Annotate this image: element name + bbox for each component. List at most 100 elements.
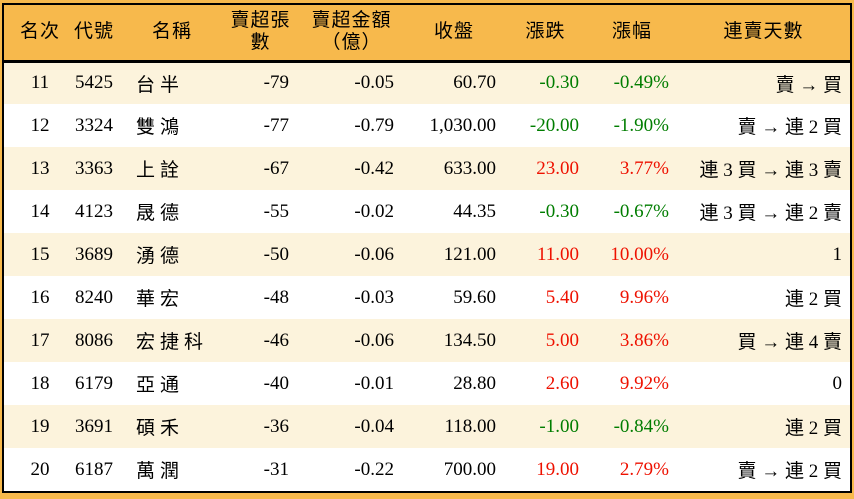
sell-volume-cell: -67 — [263, 157, 289, 179]
sell-volume-cell: -31 — [263, 458, 289, 480]
change-pct-cell: 3.86% — [619, 329, 669, 351]
name-cell: 湧德 — [136, 246, 185, 267]
code-cell: 6187 — [75, 458, 113, 480]
change-cell: 5.00 — [545, 329, 579, 351]
streak-cell: 賣 → 連 2 買 — [737, 117, 842, 138]
rank-cell: 13 — [30, 157, 50, 179]
rank-cell: 11 — [30, 72, 50, 94]
sell-volume-cell: -79 — [263, 72, 289, 94]
sell-volume-cell: -36 — [263, 415, 289, 437]
table-row: 16 8240 華宏 -48 -0.03 59.60 5.40 9.96% 連 … — [4, 276, 850, 319]
change-pct-cell: 10.00% — [610, 243, 669, 265]
sell-volume-cell: -48 — [263, 286, 289, 308]
streak-cell: 連 2 買 — [784, 289, 842, 310]
sell-amount-cell: -0.06 — [354, 329, 394, 351]
table-row: 14 4123 晟德 -55 -0.02 44.35 -0.30 -0.67% … — [4, 190, 850, 233]
change-pct-cell: -0.49% — [613, 72, 669, 94]
table-row: 13 3363 上詮 -67 -0.42 633.00 23.00 3.77% … — [4, 147, 850, 190]
table-row: 19 3691 碩禾 -36 -0.04 118.00 -1.00 -0.84%… — [4, 405, 850, 448]
sell-volume-cell: -40 — [263, 372, 289, 394]
rank-cell: 16 — [30, 286, 50, 308]
rank-cell: 20 — [30, 458, 50, 480]
code-cell: 8086 — [75, 329, 113, 351]
streak-cell: 連 2 買 — [784, 418, 842, 439]
rank-cell: 12 — [30, 114, 50, 136]
change-cell: 19.00 — [536, 458, 579, 480]
table-body: 11 5425 台半 -79 -0.05 60.70 -0.30 -0.49% … — [4, 61, 850, 491]
name-cell: 宏捷科 — [136, 332, 209, 353]
streak-cell: 1 — [832, 243, 843, 265]
col-header-streak: 連賣天數 — [677, 5, 850, 63]
change-pct-cell: 9.92% — [619, 372, 669, 394]
close-cell: 60.70 — [453, 72, 496, 94]
sell-amount-cell: -0.02 — [354, 200, 394, 222]
streak-cell: 賣 → 連 2 買 — [737, 461, 842, 482]
rank-cell: 19 — [30, 415, 50, 437]
streak-cell: 賣 → 買 — [775, 74, 842, 96]
close-cell: 700.00 — [443, 458, 496, 480]
table-row: 11 5425 台半 -79 -0.05 60.70 -0.30 -0.49% … — [4, 61, 850, 104]
sell-amount-cell: -0.06 — [354, 243, 394, 265]
sell-amount-cell: -0.79 — [354, 114, 394, 136]
sell-volume-cell: -77 — [263, 114, 289, 136]
name-cell: 上詮 — [136, 160, 185, 181]
col-header-sell-amount-line2: （億） — [321, 32, 382, 54]
sell-amount-cell: -0.42 — [354, 157, 394, 179]
change-pct-cell: 3.77% — [619, 157, 669, 179]
col-header-sell-volume: 賣超張數 — [222, 5, 299, 63]
rank-cell: 17 — [30, 329, 50, 351]
table-row: 12 3324 雙鴻 -77 -0.79 1,030.00 -20.00 -1.… — [4, 104, 850, 147]
data-table: 名次 代號 名稱 賣超張數 賣超金額 （億） 收盤 漲跌 漲幅 連賣天數 11 5… — [4, 5, 850, 491]
table-row: 18 6179 亞通 -40 -0.01 28.80 2.60 9.92% 0 — [4, 362, 850, 405]
col-header-change: 漲跌 — [504, 5, 587, 63]
sell-amount-cell: -0.22 — [354, 458, 394, 480]
code-cell: 3689 — [75, 243, 113, 265]
close-cell: 1,030.00 — [429, 114, 497, 136]
sell-amount-cell: -0.01 — [354, 372, 394, 394]
change-cell: 2.60 — [545, 372, 579, 394]
close-cell: 118.00 — [444, 415, 496, 437]
streak-cell: 連 3 買 → 連 3 賣 — [699, 160, 842, 181]
col-header-code: 代號 — [66, 5, 122, 63]
change-pct-cell: 2.79% — [619, 458, 669, 480]
code-cell: 3363 — [75, 157, 113, 179]
code-cell: 6179 — [75, 372, 113, 394]
sell-amount-cell: -0.04 — [354, 415, 394, 437]
change-cell: 5.40 — [545, 286, 579, 308]
streak-cell: 連 3 買 → 連 2 賣 — [699, 203, 842, 224]
name-cell: 碩禾 — [136, 418, 185, 439]
streak-cell: 0 — [832, 372, 843, 394]
rank-cell: 18 — [30, 372, 50, 394]
close-cell: 28.80 — [453, 372, 496, 394]
sell-amount-cell: -0.03 — [354, 286, 394, 308]
table-header: 名次 代號 名稱 賣超張數 賣超金額 （億） 收盤 漲跌 漲幅 連賣天數 — [4, 5, 850, 63]
name-cell: 晟德 — [136, 203, 185, 224]
close-cell: 59.60 — [453, 286, 496, 308]
streak-cell: 買 → 連 4 賣 — [737, 332, 842, 353]
change-pct-cell: 9.96% — [619, 286, 669, 308]
header-row: 名次 代號 名稱 賣超張數 賣超金額 （億） 收盤 漲跌 漲幅 連賣天數 — [4, 5, 850, 63]
name-cell: 亞通 — [136, 375, 185, 396]
sell-volume-cell: -46 — [263, 329, 289, 351]
col-header-change-pct: 漲幅 — [587, 5, 677, 63]
close-cell: 44.35 — [453, 200, 496, 222]
change-cell: 23.00 — [536, 157, 579, 179]
close-cell: 633.00 — [443, 157, 496, 179]
code-cell: 8240 — [75, 286, 113, 308]
col-header-close: 收盤 — [404, 5, 504, 63]
name-cell: 台半 — [136, 74, 185, 96]
code-cell: 3324 — [75, 114, 113, 136]
sell-amount-cell: -0.05 — [354, 72, 394, 94]
col-header-sell-amount-line1: 賣超金額 — [311, 10, 392, 32]
col-header-name: 名稱 — [122, 5, 222, 63]
name-cell: 雙鴻 — [136, 117, 185, 138]
code-cell: 4123 — [75, 200, 113, 222]
name-cell: 華宏 — [136, 289, 185, 310]
close-cell: 134.50 — [443, 329, 496, 351]
change-cell: -20.00 — [529, 114, 579, 136]
col-header-rank: 名次 — [4, 5, 66, 63]
change-pct-cell: -0.84% — [613, 415, 669, 437]
table-row: 17 8086 宏捷科 -46 -0.06 134.50 5.00 3.86% … — [4, 319, 850, 362]
change-pct-cell: -0.67% — [613, 200, 669, 222]
sell-volume-cell: -50 — [263, 243, 289, 265]
